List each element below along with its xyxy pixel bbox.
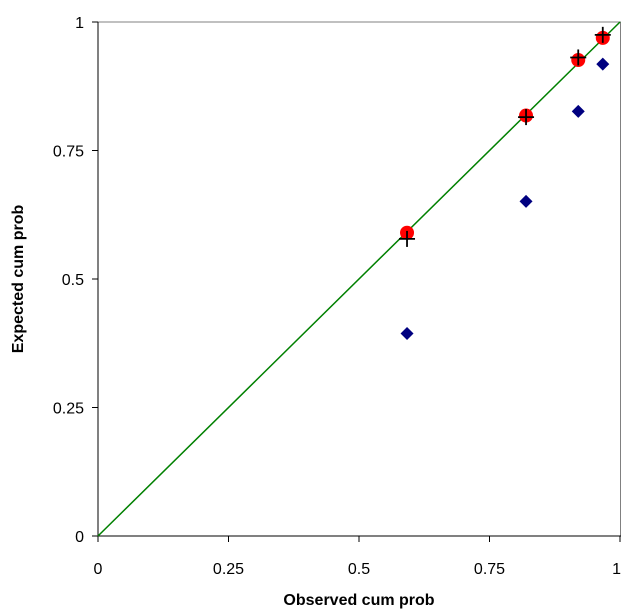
identity-line [97,21,621,537]
x-tick-label: 0.5 [348,561,370,578]
diamond-point [596,57,610,71]
x-tick-label: 0.25 [213,561,244,578]
y-tick-label: 0.25 [53,401,84,418]
x-tick-label: 0 [94,561,103,578]
plus-point [570,49,587,66]
reference-line [97,21,621,537]
y-ticks: 0 0.25 0.5 0.75 1 [53,15,98,546]
diamond-point [400,326,414,340]
diamond-point [571,104,585,118]
y-tick-label: 0 [75,529,84,546]
diamond-point [519,194,533,208]
y-tick-label: 0.5 [62,272,84,289]
plus-point [399,230,416,247]
y-tick-label: 0.75 [53,144,84,161]
x-ticks: 0 0.25 0.5 0.75 1 [94,536,621,578]
y-axis-title: Expected cum prob [10,205,27,354]
y-tick-label: 1 [75,15,84,32]
x-tick-label: 1 [612,561,621,578]
plus-point [594,26,611,43]
x-tick-label: 0.75 [474,561,505,578]
x-axis-title: Observed cum prob [283,592,434,609]
plus-point [518,109,535,126]
data-points [399,26,611,340]
